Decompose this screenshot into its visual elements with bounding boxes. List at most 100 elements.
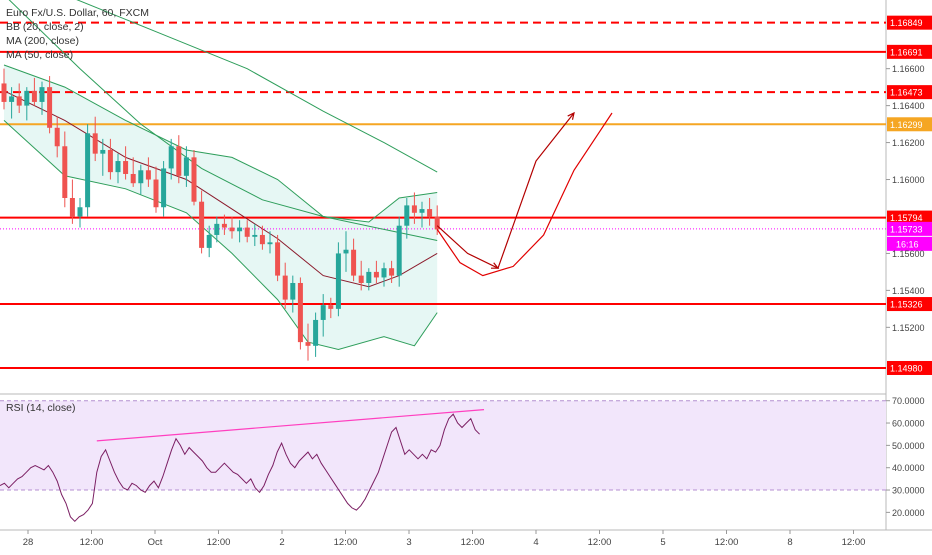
level-label-bg-1.16691 bbox=[887, 44, 932, 59]
candle-body[interactable] bbox=[62, 146, 68, 198]
time-tick-label: 8 bbox=[787, 537, 792, 548]
candle-body[interactable] bbox=[297, 282, 303, 343]
legend-bb[interactable]: BB (20, close, 2) bbox=[6, 21, 84, 33]
candle-body[interactable] bbox=[275, 242, 281, 276]
time-tick-label: 12:00 bbox=[80, 537, 104, 548]
level-label-bg-1.15326 bbox=[887, 297, 932, 312]
candle-body[interactable] bbox=[221, 223, 227, 228]
candle-body[interactable] bbox=[313, 319, 319, 346]
candle-body[interactable] bbox=[47, 87, 53, 128]
candle-body[interactable] bbox=[138, 170, 144, 184]
candle-body[interactable] bbox=[153, 179, 159, 208]
candle-body[interactable] bbox=[214, 223, 220, 235]
time-tick-label: 12:00 bbox=[207, 537, 231, 548]
candle-body[interactable] bbox=[373, 271, 379, 278]
candle-body[interactable] bbox=[351, 249, 357, 276]
legend-ma50[interactable]: MA (50, close) bbox=[6, 49, 74, 61]
level-label-1.16473: 1.16473 bbox=[890, 88, 923, 98]
candle-body[interactable] bbox=[31, 90, 37, 102]
candle-body[interactable] bbox=[161, 168, 167, 208]
level-label-bg-1.16473 bbox=[887, 85, 932, 100]
candle-body[interactable] bbox=[69, 198, 75, 217]
candle-body[interactable] bbox=[305, 342, 311, 346]
legend-ma200[interactable]: MA (200, close) bbox=[6, 35, 79, 47]
candle-body[interactable] bbox=[427, 209, 433, 217]
candle-body[interactable] bbox=[381, 268, 387, 278]
candle-body[interactable] bbox=[320, 305, 326, 320]
time-tick-label: 5 bbox=[660, 537, 665, 548]
candle-body[interactable] bbox=[100, 149, 106, 154]
rsi-tick-label: 70.0000 bbox=[892, 396, 925, 406]
ma50-line bbox=[8, 0, 438, 241]
bb-upper-line bbox=[3, 64, 438, 223]
candle-body[interactable] bbox=[85, 133, 91, 208]
level-label-1.16849: 1.16849 bbox=[890, 18, 923, 28]
rsi-trend-line[interactable] bbox=[96, 409, 485, 442]
chart-legend: Euro Fx/U.S. Dollar, 60, FXCM BB (20, cl… bbox=[6, 6, 149, 62]
candle-body[interactable] bbox=[115, 161, 121, 173]
candle-body[interactable] bbox=[290, 282, 296, 300]
level-label-1.14980: 1.14980 bbox=[890, 363, 923, 373]
candle-body[interactable] bbox=[77, 207, 83, 217]
rsi-band-fill bbox=[0, 400, 886, 491]
rsi-legend[interactable]: RSI (14, close) bbox=[6, 402, 76, 414]
candle-body[interactable] bbox=[123, 161, 129, 174]
price-tick-label: 1.15200 bbox=[892, 323, 925, 333]
level-label-bg-1.16299 bbox=[887, 117, 932, 132]
candle-body[interactable] bbox=[107, 149, 113, 173]
candle-body[interactable] bbox=[24, 90, 30, 106]
candle-body[interactable] bbox=[328, 305, 334, 309]
candle-body[interactable] bbox=[366, 271, 372, 283]
candle-body[interactable] bbox=[92, 133, 98, 154]
candle-body[interactable] bbox=[252, 234, 258, 237]
candle-body[interactable] bbox=[191, 157, 197, 202]
candle-body[interactable] bbox=[358, 275, 364, 283]
candle-body[interactable] bbox=[282, 275, 288, 300]
candle-body[interactable] bbox=[130, 173, 136, 184]
price-tick-label: 1.16000 bbox=[892, 175, 925, 185]
candle-body[interactable] bbox=[343, 249, 349, 254]
candle-body[interactable] bbox=[411, 205, 417, 213]
rsi-tick-label: 20.0000 bbox=[892, 508, 925, 518]
candle-body[interactable] bbox=[267, 242, 273, 245]
level-label-1.16299: 1.16299 bbox=[890, 120, 923, 130]
countdown-label-bg bbox=[887, 236, 932, 251]
candle-body[interactable] bbox=[16, 96, 22, 106]
time-tick-label: 12:00 bbox=[842, 537, 866, 548]
candle-body[interactable] bbox=[54, 127, 60, 147]
projection-curve bbox=[436, 112, 613, 277]
candle-body[interactable] bbox=[237, 227, 243, 232]
candle-body[interactable] bbox=[183, 157, 189, 176]
candle-body[interactable] bbox=[206, 234, 212, 248]
candle-body[interactable] bbox=[229, 227, 235, 232]
candle-body[interactable] bbox=[335, 253, 341, 309]
time-tick-label: 2 bbox=[279, 537, 284, 548]
current-price-label: 1.15733 bbox=[890, 224, 923, 234]
candle-body[interactable] bbox=[419, 209, 425, 213]
chart-title[interactable]: Euro Fx/U.S. Dollar, 60, FXCM bbox=[6, 7, 149, 19]
candle-body[interactable] bbox=[39, 87, 45, 102]
candle-body[interactable] bbox=[389, 268, 395, 276]
candle-body[interactable] bbox=[396, 225, 402, 276]
level-label-1.15326: 1.15326 bbox=[890, 300, 923, 310]
candle-body[interactable] bbox=[259, 234, 265, 245]
level-label-bg-1.16849 bbox=[887, 15, 932, 30]
price-tick-label: 1.16600 bbox=[892, 64, 925, 74]
candle-body[interactable] bbox=[199, 201, 205, 248]
time-tick-label: Oct bbox=[148, 537, 163, 548]
candle-body[interactable] bbox=[176, 146, 182, 176]
level-label-1.15794: 1.15794 bbox=[890, 213, 923, 223]
time-tick-label: 3 bbox=[406, 537, 411, 548]
price-tick-label: 1.16400 bbox=[892, 101, 925, 111]
candle-body[interactable] bbox=[1, 83, 7, 102]
current-price-label-bg bbox=[887, 221, 932, 236]
candle-body[interactable] bbox=[9, 96, 15, 102]
price-tick-label: 1.16200 bbox=[892, 138, 925, 148]
candle-body[interactable] bbox=[244, 227, 250, 237]
ma200-line bbox=[76, 0, 438, 173]
candle-body[interactable] bbox=[434, 216, 440, 230]
time-tick-label: 28 bbox=[23, 537, 34, 548]
candle-body[interactable] bbox=[168, 146, 174, 169]
candle-body[interactable] bbox=[145, 170, 151, 180]
candle-body[interactable] bbox=[404, 205, 410, 226]
